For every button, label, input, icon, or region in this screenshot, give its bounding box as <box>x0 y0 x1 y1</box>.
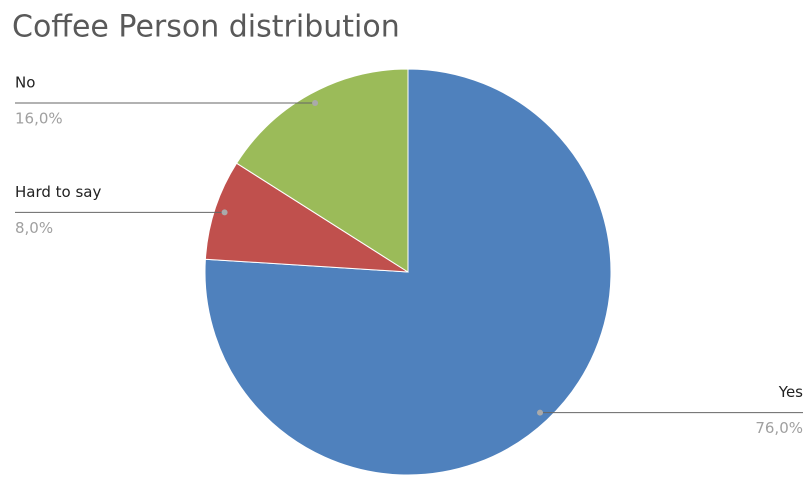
pie-slice <box>204 162 409 273</box>
pie-slice <box>235 68 409 273</box>
slice-label: Hard to say <box>15 183 101 201</box>
leader-dot <box>221 209 228 216</box>
leader-dot <box>537 409 544 416</box>
slice-value: 8,0% <box>15 219 53 237</box>
chart-title: Coffee Person distribution <box>12 10 400 45</box>
leader-dot <box>312 100 319 107</box>
slice-value: 76,0% <box>755 419 803 437</box>
slice-value: 16,0% <box>15 110 63 128</box>
slice-label: Yes <box>778 383 803 401</box>
slice-label: No <box>15 74 35 92</box>
